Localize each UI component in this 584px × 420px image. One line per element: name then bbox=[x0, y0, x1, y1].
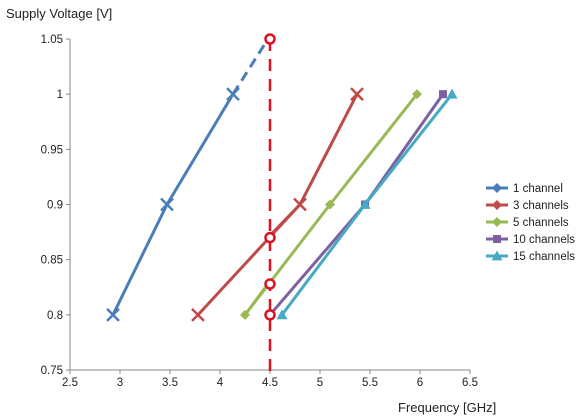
legend-swatch-marker bbox=[492, 217, 502, 227]
legend-swatch-marker bbox=[492, 200, 502, 210]
data-point-marker bbox=[439, 90, 447, 99]
legend-swatch-marker bbox=[493, 235, 501, 243]
series-line-4 bbox=[268, 93, 445, 316]
legend-entry-label: 1 channel bbox=[513, 183, 563, 195]
legend-swatch-marker bbox=[491, 250, 503, 261]
x-tick-label: 6 bbox=[417, 377, 423, 389]
legend-entry-label: 15 channels bbox=[513, 251, 575, 263]
highlight-circle bbox=[264, 278, 276, 290]
data-point-marker bbox=[359, 199, 371, 209]
highlight-circle bbox=[264, 231, 276, 244]
y-tick-label: 0.8 bbox=[47, 310, 63, 322]
data-point-marker bbox=[412, 89, 422, 100]
x-tick-label: 4.5 bbox=[262, 377, 278, 389]
highlight-circle bbox=[264, 33, 276, 45]
data-point-marker bbox=[160, 197, 174, 212]
y-tick-label: 0.75 bbox=[41, 365, 63, 377]
x-tick-label: 3.5 bbox=[162, 377, 178, 389]
data-point-marker bbox=[350, 87, 364, 102]
legend-entry-label: 10 channels bbox=[513, 234, 575, 246]
data-point-marker bbox=[293, 197, 307, 212]
x-tick-label: 5.5 bbox=[362, 377, 378, 389]
x-tick-label: 4 bbox=[217, 377, 224, 389]
highlight-circle bbox=[264, 309, 276, 321]
data-point-marker bbox=[106, 307, 120, 322]
data-point-marker bbox=[325, 199, 335, 210]
x-tick-label: 3 bbox=[117, 377, 123, 389]
y-tick-label: 0.85 bbox=[41, 255, 63, 267]
data-point-marker bbox=[446, 88, 458, 99]
legend-entry-label: 5 channels bbox=[513, 217, 569, 229]
y-tick-label: 0.95 bbox=[41, 144, 63, 156]
y-tick-label: 1.05 bbox=[41, 34, 63, 46]
data-point-marker bbox=[240, 309, 250, 320]
series-line-1 bbox=[111, 93, 235, 316]
legend-swatch-marker bbox=[492, 183, 502, 193]
x-tick-label: 6.5 bbox=[462, 377, 478, 389]
x-axis-label: Frequency [GHz] bbox=[398, 400, 497, 415]
y-axis-label: Supply Voltage [V] bbox=[6, 6, 113, 21]
y-tick-label: 0.9 bbox=[47, 200, 63, 212]
x-tick-label: 5 bbox=[317, 377, 323, 389]
series-extension-line bbox=[231, 38, 270, 95]
x-tick-label: 2.5 bbox=[62, 377, 78, 389]
data-point-marker bbox=[226, 87, 240, 102]
legend-entry-label: 3 channels bbox=[513, 200, 569, 212]
data-point-marker bbox=[191, 307, 205, 322]
data-point-marker bbox=[276, 309, 288, 320]
y-tick-label: 1 bbox=[57, 89, 63, 101]
